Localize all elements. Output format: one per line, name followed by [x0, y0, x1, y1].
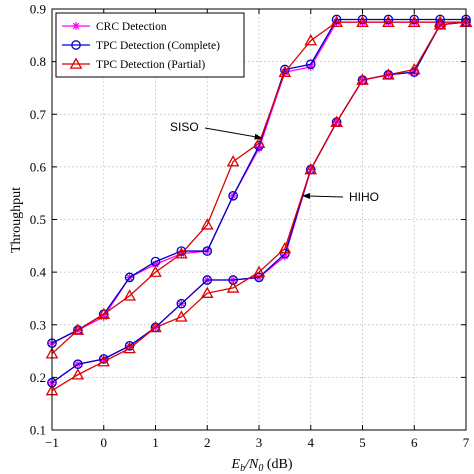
y-tick-label: 0.3 [30, 317, 46, 332]
star-stroke [152, 261, 159, 268]
circle-marker [305, 59, 316, 70]
triangle-marker [252, 265, 266, 277]
x-tick-label: −1 [45, 435, 59, 450]
triangle-marker [200, 286, 214, 298]
circle-marker [331, 14, 342, 25]
circle-marker [254, 272, 264, 283]
y-tick-label: 0.2 [30, 370, 46, 385]
circle-marker [357, 14, 368, 25]
triangle-marker [330, 15, 343, 27]
legend-entry: TPC Detection (Complete) [96, 40, 220, 52]
x-tick-label: 1 [152, 435, 159, 450]
y-tick-label: 0.6 [30, 159, 47, 174]
annotation-arrow [301, 193, 344, 200]
triangle-marker [304, 162, 318, 175]
triangle-marker [433, 18, 447, 30]
triangle-marker [71, 323, 85, 335]
triangle-marker [175, 310, 188, 322]
triangle-marker [149, 320, 162, 333]
legend-entry: CRC Detection [96, 21, 167, 33]
circle-marker [202, 246, 213, 256]
circle-marker [383, 14, 394, 25]
circle-marker [280, 248, 290, 259]
series-line [51, 21, 467, 392]
series-hiho-triangle [45, 15, 473, 396]
circle-marker [228, 190, 238, 201]
triangle-marker [407, 15, 421, 27]
triangle-marker [175, 247, 188, 259]
triangle-marker [123, 289, 136, 301]
annotation-siso: SISO [170, 120, 199, 134]
x-tick-label: 0 [101, 435, 108, 450]
triangle-marker [356, 73, 369, 85]
series-line [51, 21, 467, 384]
x-tick-label: 5 [359, 435, 366, 450]
x-axis-label: Eb/N0 (dB) [231, 457, 293, 474]
triangle-marker [226, 155, 240, 167]
triangle-marker [407, 62, 421, 75]
y-tick-label: 0.9 [30, 2, 46, 17]
y-tick-label: 0.1 [30, 423, 46, 438]
star-stroke [72, 22, 80, 30]
star-marker [280, 252, 289, 261]
axis-ticks: −1 0 1 2 3 4 5 6 7 0.1 0.2 0.3 0.4 0.5 0.6 0.7 0.8 0.9 [30, 2, 470, 451]
y-tick-label: 0.7 [30, 107, 47, 122]
triangle-marker [200, 218, 214, 230]
triangle-marker [356, 15, 369, 27]
circle-marker [202, 275, 213, 285]
series-line [51, 21, 466, 355]
annotations: SISO HIHO [170, 120, 379, 204]
circle-marker [409, 14, 420, 25]
triangle-marker [123, 341, 136, 354]
triangle-marker [97, 307, 111, 320]
circle-marker [71, 40, 81, 50]
x-tick-label: 3 [256, 435, 263, 450]
x-tick-label: 2 [204, 435, 211, 450]
triangle-marker [278, 65, 292, 77]
legend-entry: TPC Detection (Partial) [96, 59, 205, 71]
y-tick-label: 0.5 [30, 212, 46, 227]
triangle-marker [252, 136, 266, 149]
y-tick-label: 0.8 [30, 54, 46, 69]
y-axis-label: Throughput [9, 187, 24, 253]
x-tick-label: 6 [411, 435, 418, 450]
circle-marker [176, 298, 187, 309]
y-tick-label: 0.4 [30, 265, 47, 280]
triangle-marker [149, 265, 162, 277]
triangle-marker [71, 368, 85, 380]
x-tick-label: 4 [308, 435, 315, 450]
star-stroke [281, 253, 289, 260]
triangle-marker [97, 355, 111, 367]
circle-marker [176, 246, 187, 256]
triangle-marker [226, 281, 240, 293]
annotation-arrow [204, 127, 263, 140]
annotation-hiho: HIHO [349, 190, 379, 204]
triangle-marker [69, 57, 83, 69]
triangle-marker [304, 34, 318, 46]
triangle-marker [382, 68, 395, 80]
series-line [51, 18, 466, 344]
circle-marker [124, 272, 135, 283]
star-stroke [307, 63, 314, 71]
circle-marker [228, 275, 238, 285]
triangle-marker [382, 15, 395, 27]
x-tick-label: 7 [463, 435, 470, 450]
legend: CRC Detection TPC Detection (Complete) TPC… [55, 12, 245, 78]
star-marker [72, 22, 80, 30]
triangle-marker [330, 115, 343, 127]
triangle-marker [278, 241, 292, 254]
series-siso-circle [47, 14, 471, 349]
